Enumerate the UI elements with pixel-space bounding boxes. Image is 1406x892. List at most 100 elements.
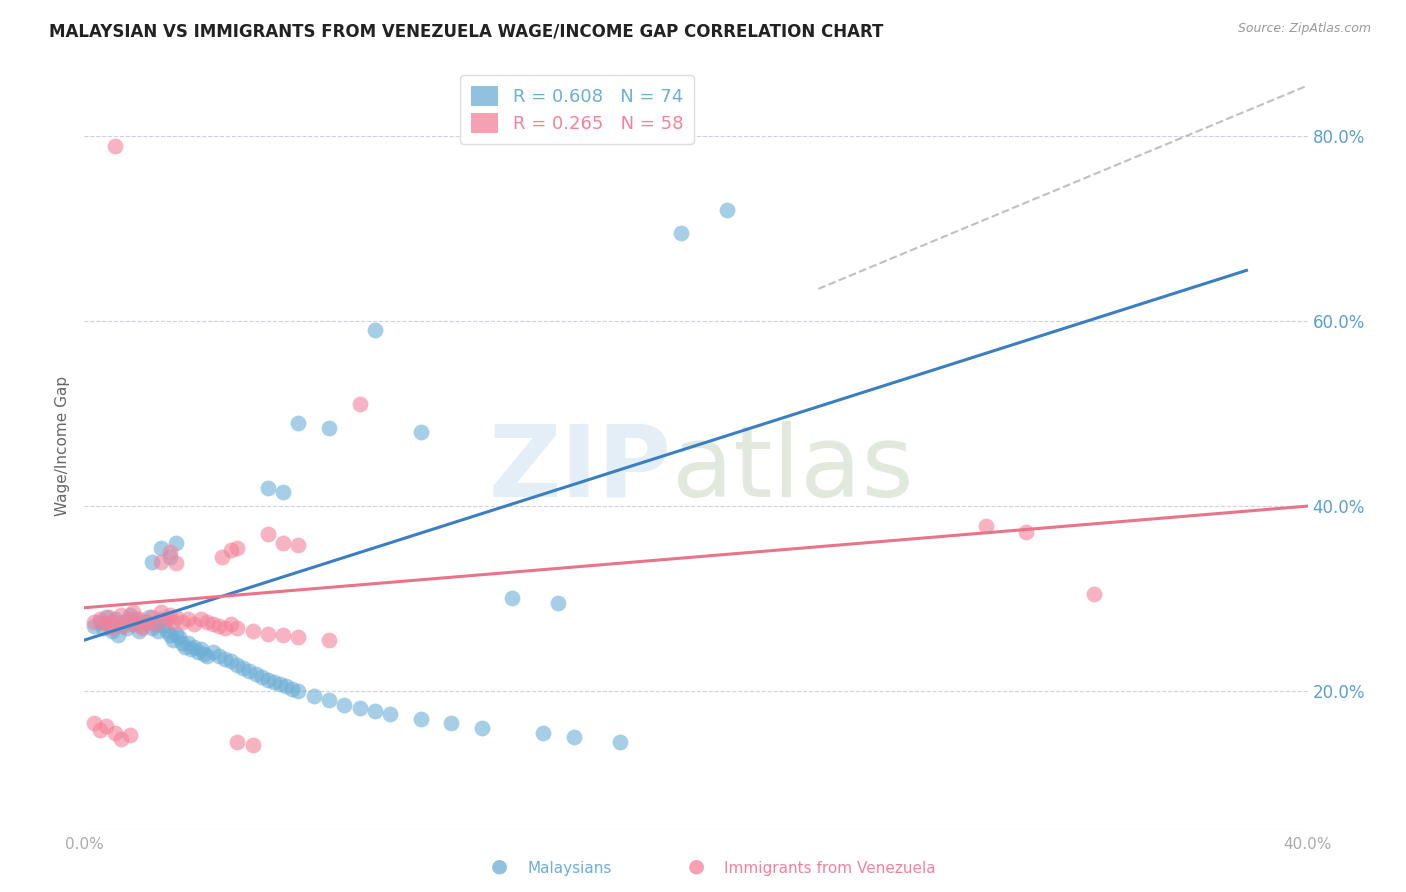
Point <box>104 612 127 626</box>
Point <box>208 619 231 633</box>
Point <box>502 591 524 606</box>
Point <box>162 633 184 648</box>
Point <box>131 621 153 635</box>
Point <box>180 642 202 657</box>
Point <box>716 203 738 218</box>
Text: MALAYSIAN VS IMMIGRANTS FROM VENEZUELA WAGE/INCOME GAP CORRELATION CHART: MALAYSIAN VS IMMIGRANTS FROM VENEZUELA W… <box>49 22 883 40</box>
Point <box>669 227 692 241</box>
Point <box>159 545 181 559</box>
Point <box>287 538 309 552</box>
Point <box>83 716 105 731</box>
Point <box>149 606 172 620</box>
Point <box>562 730 585 744</box>
Point <box>318 420 340 434</box>
Point <box>149 541 172 555</box>
Point <box>131 619 153 633</box>
Point <box>89 612 111 626</box>
Point <box>122 617 145 632</box>
Point <box>128 612 150 626</box>
Point <box>245 667 267 681</box>
Point <box>125 612 148 626</box>
Point <box>83 615 105 629</box>
Point <box>242 624 264 638</box>
Point <box>177 636 200 650</box>
Point <box>97 617 120 632</box>
Point <box>143 617 166 632</box>
Point <box>174 640 197 654</box>
Point <box>281 682 304 697</box>
Point <box>333 698 356 712</box>
Point <box>219 654 242 668</box>
Point <box>276 679 298 693</box>
Point <box>167 630 190 644</box>
Point <box>143 617 166 632</box>
Point <box>211 549 233 564</box>
Point <box>471 721 494 735</box>
Point <box>1083 587 1105 601</box>
Point <box>409 425 432 439</box>
Text: ZIP: ZIP <box>489 420 672 517</box>
Text: atlas: atlas <box>672 420 912 517</box>
Point <box>257 526 280 541</box>
Point <box>156 624 179 638</box>
Point <box>214 651 236 665</box>
Point <box>232 661 254 675</box>
Point <box>101 621 124 635</box>
Point <box>257 481 280 495</box>
Point <box>104 615 127 629</box>
Point <box>138 610 160 624</box>
Point <box>318 693 340 707</box>
Point <box>208 648 231 663</box>
Point <box>186 645 208 659</box>
Point <box>172 636 194 650</box>
Point <box>91 621 114 635</box>
Point <box>238 664 260 678</box>
Point <box>364 323 387 337</box>
Point <box>165 626 187 640</box>
Point <box>89 723 111 737</box>
Point <box>149 555 172 569</box>
Point <box>135 615 157 629</box>
Point <box>107 628 129 642</box>
Point <box>287 416 309 430</box>
Point <box>440 716 463 731</box>
Text: Source: ZipAtlas.com: Source: ZipAtlas.com <box>1237 22 1371 36</box>
Point <box>94 610 117 624</box>
Point <box>104 138 127 153</box>
Point <box>141 555 163 569</box>
Point <box>263 674 285 689</box>
Point <box>547 596 569 610</box>
Point <box>165 610 187 624</box>
Text: Malaysians: Malaysians <box>527 861 612 876</box>
Point <box>269 676 291 690</box>
Point <box>146 624 169 638</box>
Point <box>159 608 181 623</box>
Point <box>94 719 117 733</box>
Point <box>135 615 157 629</box>
Text: ●: ● <box>491 857 508 876</box>
Legend: R = 0.608   N = 74, R = 0.265   N = 58: R = 0.608 N = 74, R = 0.265 N = 58 <box>460 75 695 144</box>
Point <box>101 624 124 638</box>
Point <box>159 549 181 564</box>
Point <box>195 615 218 629</box>
Point <box>364 704 387 718</box>
Point <box>112 615 135 629</box>
Point <box>110 731 132 746</box>
Point <box>153 619 176 633</box>
Point <box>162 615 184 629</box>
Point <box>302 689 325 703</box>
Point <box>149 612 172 626</box>
Point <box>214 621 236 635</box>
Point <box>271 628 294 642</box>
Point <box>110 619 132 633</box>
Point <box>104 725 127 739</box>
Point <box>125 617 148 632</box>
Point <box>226 735 249 749</box>
Point <box>287 684 309 698</box>
Point <box>112 619 135 633</box>
Point <box>190 642 212 657</box>
Text: Immigrants from Venezuela: Immigrants from Venezuela <box>724 861 936 876</box>
Point <box>141 621 163 635</box>
Point <box>250 670 273 684</box>
Point <box>531 725 554 739</box>
